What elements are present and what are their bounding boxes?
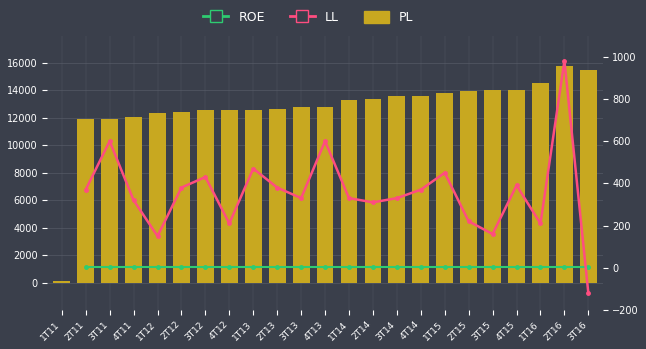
ROE <box>202 265 209 269</box>
Bar <box>245 110 262 283</box>
ROE <box>441 265 448 269</box>
ROE <box>585 265 592 269</box>
Bar <box>54 281 70 283</box>
Legend: ROE, LL, PL: ROE, LL, PL <box>198 6 419 29</box>
ROE <box>417 265 424 269</box>
ROE <box>537 265 545 269</box>
LL <box>561 59 568 63</box>
LL <box>393 196 401 200</box>
Bar <box>580 70 597 283</box>
ROE <box>249 265 257 269</box>
ROE <box>321 265 329 269</box>
ROE <box>273 265 281 269</box>
Bar <box>412 96 429 283</box>
ROE <box>489 265 497 269</box>
LL <box>106 139 114 143</box>
ROE <box>561 265 568 269</box>
Bar <box>269 109 286 283</box>
Bar <box>125 117 142 283</box>
Bar <box>293 107 309 283</box>
LL <box>273 185 281 190</box>
Bar <box>78 119 94 283</box>
LL <box>345 196 353 200</box>
LL <box>130 198 138 202</box>
Bar <box>340 100 357 283</box>
ROE <box>393 265 401 269</box>
Bar <box>317 107 333 283</box>
Line: LL: LL <box>84 59 590 295</box>
Bar <box>461 91 477 283</box>
ROE <box>345 265 353 269</box>
Bar <box>101 119 118 283</box>
ROE <box>130 265 138 269</box>
LL <box>585 291 592 295</box>
ROE <box>82 265 90 269</box>
LL <box>249 166 257 171</box>
LL <box>417 188 424 192</box>
Bar <box>508 90 525 283</box>
ROE <box>178 265 185 269</box>
LL <box>154 234 162 238</box>
LL <box>513 183 521 187</box>
LL <box>369 200 377 205</box>
LL <box>321 139 329 143</box>
Bar <box>556 66 573 283</box>
ROE <box>369 265 377 269</box>
LL <box>202 175 209 179</box>
LL <box>82 188 90 192</box>
LL <box>297 196 305 200</box>
Bar <box>221 110 238 283</box>
LL <box>225 221 233 225</box>
Bar <box>364 99 381 283</box>
Bar <box>149 113 166 283</box>
ROE <box>106 265 114 269</box>
ROE <box>225 265 233 269</box>
Bar <box>388 96 405 283</box>
ROE <box>464 265 472 269</box>
Bar <box>484 90 501 283</box>
LL <box>464 219 472 223</box>
LL <box>178 185 185 190</box>
LL <box>441 171 448 175</box>
Bar <box>173 112 190 283</box>
ROE <box>154 265 162 269</box>
Bar <box>532 83 549 283</box>
ROE <box>513 265 521 269</box>
Line: ROE: ROE <box>84 266 590 269</box>
Bar <box>197 110 214 283</box>
Bar <box>436 92 453 283</box>
LL <box>537 221 545 225</box>
LL <box>489 232 497 236</box>
ROE <box>297 265 305 269</box>
